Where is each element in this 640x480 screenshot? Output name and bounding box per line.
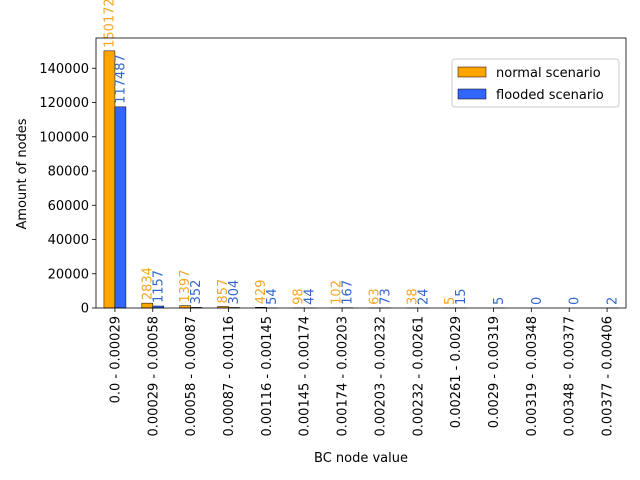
x-tick-label-10: 0.0029 - 0.00319 (487, 316, 502, 428)
legend: normal scenario flooded scenario (451, 58, 620, 108)
x-tick-label-3: 0.00087 - 0.00116 (222, 316, 237, 436)
x-axis-label: BC node value (314, 451, 408, 466)
data-label-normal-0: 150172 (102, 0, 117, 48)
data-label-normal-6: 102 (330, 280, 345, 305)
x-tick-label-12: 0.00348 - 0.00377 (563, 316, 578, 436)
legend-label-normal: normal scenario (496, 66, 601, 81)
x-tick-label-4: 0.00116 - 0.00145 (260, 316, 275, 436)
y-tick-label-4: 80000 (48, 165, 89, 180)
y-tick-labels: 0 20000 40000 60000 80000 100000 120000 140000 (39, 62, 89, 317)
legend-swatch-flooded (457, 88, 487, 100)
data-labels-layer: 150172 2834 1397 857 429 98 102 63 38 5 117487 1157… (102, 0, 620, 305)
y-axis-label: Amount of nodes (15, 118, 30, 229)
x-tick-label-9: 0.00261 - 0.0029 (449, 316, 464, 428)
data-label-normal-2: 1397 (178, 270, 193, 303)
data-label-normal-3: 857 (216, 279, 231, 304)
x-tick-label-6: 0.00174 - 0.00203 (336, 316, 351, 436)
data-label-flooded-10: 5 (492, 297, 507, 305)
data-label-flooded-7: 73 (378, 288, 393, 305)
data-label-normal-1: 2834 (140, 267, 155, 300)
legend-label-flooded: flooded scenario (496, 88, 604, 103)
y-tick-label-1: 20000 (48, 267, 89, 282)
x-tick-label-1: 0.00029 - 0.00058 (146, 316, 161, 436)
y-tick-label-7: 140000 (39, 62, 89, 77)
x-tick-label-0: 0.0 - 0.00029 (108, 316, 123, 403)
y-tick-label-3: 60000 (48, 199, 89, 214)
data-label-normal-7: 63 (367, 288, 382, 305)
data-label-normal-5: 98 (292, 288, 307, 305)
y-tick-label-0: 0 (81, 302, 89, 317)
x-tick-label-5: 0.00145 - 0.00174 (298, 316, 313, 436)
data-label-flooded-4: 54 (265, 288, 280, 305)
y-tick-label-2: 40000 (48, 233, 89, 248)
bar-flooded-0 (114, 106, 127, 309)
data-label-flooded-0: 117487 (113, 54, 128, 104)
data-label-flooded-13: 2 (606, 297, 621, 305)
data-label-flooded-5: 44 (303, 288, 318, 305)
x-tick-labels: 0.0 - 0.00029 0.00029 - 0.00058 0.00058 - … (108, 316, 615, 436)
axes-layer (92, 37, 627, 312)
data-label-normal-8: 38 (405, 288, 420, 305)
y-tick-label-5: 100000 (39, 130, 89, 145)
data-label-normal-9: 5 (443, 297, 458, 305)
plot-frame (95, 37, 627, 309)
x-tick-label-7: 0.00203 - 0.00232 (373, 316, 388, 436)
x-tick-label-8: 0.00232 - 0.00261 (411, 316, 426, 436)
x-tick-label-11: 0.00319 - 0.00348 (525, 316, 540, 436)
y-tick-label-6: 120000 (39, 96, 89, 111)
data-label-normal-4: 429 (254, 279, 269, 304)
data-label-flooded-1: 1157 (151, 270, 166, 303)
legend-swatch-normal (457, 66, 487, 78)
data-label-flooded-3: 304 (227, 280, 242, 305)
data-label-flooded-2: 352 (189, 280, 204, 305)
data-label-flooded-6: 167 (341, 280, 356, 305)
x-tick-label-2: 0.00058 - 0.00087 (184, 316, 199, 436)
x-tick-label-13: 0.00377 - 0.00406 (601, 316, 616, 436)
legend-box (451, 58, 620, 108)
data-label-flooded-9: 15 (454, 288, 469, 305)
data-label-flooded-12: 0 (568, 297, 583, 305)
data-label-flooded-11: 0 (530, 297, 545, 305)
data-label-flooded-8: 24 (416, 288, 431, 305)
